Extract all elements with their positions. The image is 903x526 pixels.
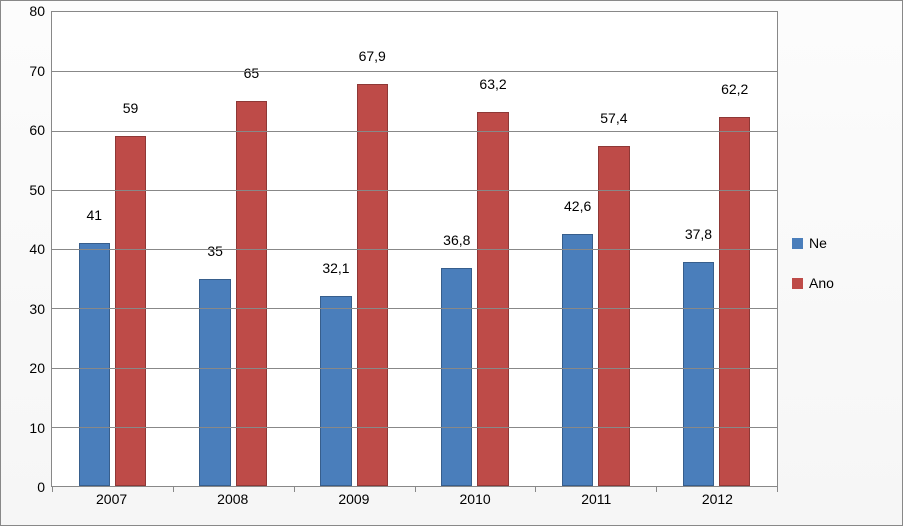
gridline bbox=[52, 71, 777, 72]
bar-label-ne: 32,1 bbox=[322, 260, 349, 278]
x-axis-label: 2011 bbox=[581, 491, 611, 507]
gridline bbox=[52, 368, 777, 369]
bar-label-ne: 42,6 bbox=[564, 198, 591, 216]
x-axis-labels: 2007 2008 2009 2010 2011 2012 bbox=[51, 487, 778, 515]
gridline bbox=[52, 131, 777, 132]
plot-area: 41 59 35 65 32,1 67,9 36,8 63,2 42,6 57,4 37,8 62,2 bbox=[51, 11, 778, 487]
y-tick-label: 70 bbox=[11, 63, 45, 79]
y-tick-label: 30 bbox=[11, 301, 45, 317]
bar-label-ano: 62,2 bbox=[721, 81, 748, 99]
bar-label-ne: 41 bbox=[86, 207, 102, 225]
y-tick-label: 40 bbox=[11, 241, 45, 257]
x-axis-label: 2009 bbox=[338, 491, 369, 507]
legend-item-ano: Ano bbox=[792, 275, 902, 291]
y-tick-label: 50 bbox=[11, 182, 45, 198]
x-axis-label: 2007 bbox=[96, 491, 127, 507]
bar-label-ano: 63,2 bbox=[479, 76, 506, 94]
bar-label-ne: 36,8 bbox=[443, 232, 470, 250]
legend-swatch-ano bbox=[792, 278, 803, 289]
legend-label-ne: Ne bbox=[809, 235, 827, 251]
legend-item-ne: Ne bbox=[792, 235, 902, 251]
plot-row: 01020304050607080 4159356532,167,936,863… bbox=[11, 11, 778, 487]
bar-label-ano: 57,4 bbox=[600, 110, 627, 128]
legend-label-ano: Ano bbox=[809, 275, 834, 291]
x-axis-label: 2008 bbox=[217, 491, 248, 507]
x-axis-label: 2012 bbox=[702, 491, 733, 507]
gridline bbox=[52, 190, 777, 191]
gridline bbox=[52, 427, 777, 428]
legend-swatch-ne bbox=[792, 238, 803, 249]
y-tick-label: 80 bbox=[11, 3, 45, 19]
legend: Ne Ano bbox=[778, 1, 902, 525]
bar-label-ano: 65 bbox=[244, 65, 260, 83]
bar-label-ano: 67,9 bbox=[359, 48, 386, 66]
y-axis: 01020304050607080 bbox=[11, 11, 51, 487]
y-tick-label: 60 bbox=[11, 122, 45, 138]
bar-label-ne: 35 bbox=[207, 243, 223, 261]
plot-wrap: 0 10 20 30 40 50 60 70 80 41 59 35 65 32,1 67,9 36,8 63… bbox=[1, 1, 778, 525]
gridline bbox=[52, 249, 777, 250]
x-axis: 2007 2008 2009 2010 2011 2012 bbox=[11, 487, 778, 515]
x-axis-label: 2010 bbox=[460, 491, 491, 507]
bar-label-ne: 37,8 bbox=[685, 226, 712, 244]
gridline bbox=[52, 308, 777, 309]
bar-label-ano: 59 bbox=[123, 100, 139, 118]
y-tick-label: 0 bbox=[11, 479, 45, 495]
chart-frame: 0 10 20 30 40 50 60 70 80 41 59 35 65 32,1 67,9 36,8 63… bbox=[0, 0, 903, 526]
y-tick-label: 10 bbox=[11, 420, 45, 436]
y-tick-label: 20 bbox=[11, 360, 45, 376]
